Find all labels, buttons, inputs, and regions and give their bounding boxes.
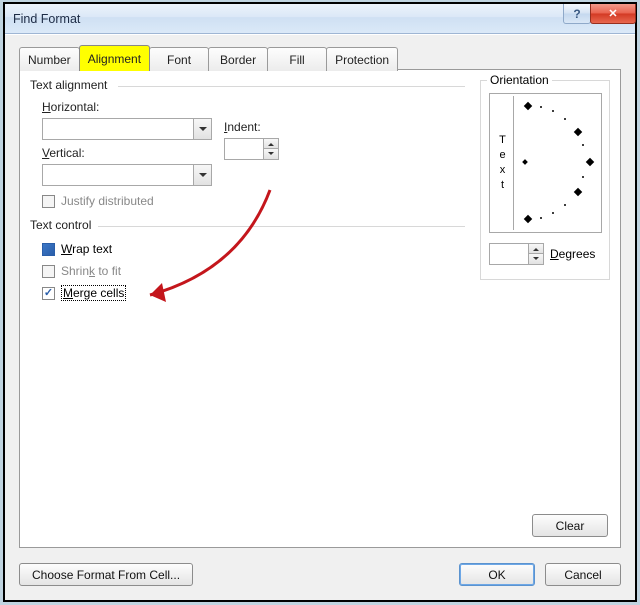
indent-label: Indent:	[224, 120, 261, 134]
group-text-control-label: Text control	[28, 218, 93, 232]
chevron-down-icon[interactable]	[193, 165, 211, 185]
tab-protection[interactable]: Protection	[326, 47, 398, 71]
chevron-down-icon[interactable]	[193, 119, 211, 139]
degrees-spinner[interactable]	[489, 243, 544, 265]
orientation-group: Orientation T e x t	[480, 80, 610, 280]
close-button[interactable]	[590, 4, 636, 24]
choose-format-button[interactable]: Choose Format From Cell...	[19, 563, 193, 586]
orientation-dial[interactable]: T e x t	[489, 93, 602, 233]
ok-button[interactable]: OK	[459, 563, 535, 586]
orientation-vertical-text: T e x t	[492, 96, 514, 230]
wrap-text-checkbox[interactable]: Wrap text	[42, 240, 112, 258]
tab-border[interactable]: Border	[208, 47, 268, 71]
spin-down-icon[interactable]	[529, 254, 543, 264]
clear-button[interactable]: Clear	[532, 514, 608, 537]
help-button[interactable]	[563, 4, 591, 24]
degrees-input[interactable]	[489, 243, 529, 265]
justify-distributed-label: Justify distributed	[61, 194, 154, 208]
tab-fill[interactable]: Fill	[267, 47, 327, 71]
cancel-button[interactable]: Cancel	[545, 563, 621, 586]
dialog-frame: Find Format Number Alignment Font Border…	[3, 2, 637, 602]
dialog-body: Number Alignment Font Border Fill Protec…	[5, 34, 635, 600]
wrap-text-label: Wrap text	[61, 242, 112, 256]
indent-input[interactable]	[224, 138, 264, 160]
horizontal-dropdown[interactable]	[42, 118, 212, 140]
merge-cells-checkbox[interactable]: Merge cells	[42, 284, 126, 302]
window-title: Find Format	[13, 12, 80, 26]
tab-font[interactable]: Font	[149, 47, 209, 71]
title-bar[interactable]: Find Format	[5, 4, 635, 34]
vertical-dropdown[interactable]	[42, 164, 212, 186]
tab-panel: Text alignment Horizontal: Indent: Verti…	[19, 69, 621, 548]
tab-alignment[interactable]: Alignment	[79, 45, 150, 71]
justify-distributed-checkbox: Justify distributed	[42, 192, 154, 210]
horizontal-label: Horizontal:	[42, 100, 99, 114]
spin-up-icon[interactable]	[529, 244, 543, 254]
tab-strip: Number Alignment Font Border Fill Protec…	[19, 45, 621, 69]
group-text-alignment-label: Text alignment	[28, 78, 109, 92]
indent-spinner[interactable]	[224, 138, 279, 160]
merge-cells-label: Merge cells	[61, 285, 126, 301]
orientation-label: Orientation	[487, 73, 552, 87]
shrink-to-fit-label: Shrink to fit	[61, 264, 121, 278]
degrees-label: Degrees	[550, 247, 595, 261]
spin-down-icon[interactable]	[264, 149, 278, 159]
tab-number[interactable]: Number	[19, 47, 80, 71]
shrink-to-fit-checkbox: Shrink to fit	[42, 262, 121, 280]
spin-up-icon[interactable]	[264, 139, 278, 149]
vertical-label: Vertical:	[42, 146, 85, 160]
